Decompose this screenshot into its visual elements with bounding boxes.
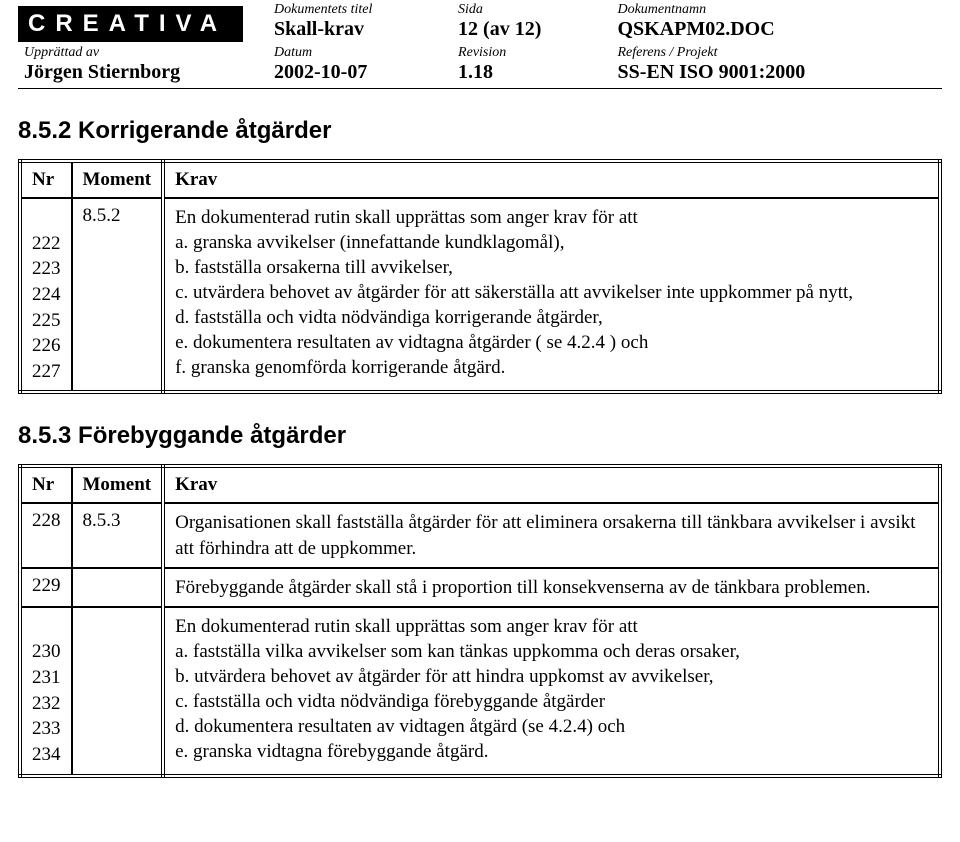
header-label-date: Datum xyxy=(274,45,444,61)
nr-blank xyxy=(32,614,61,640)
krav-intro: En dokumenterad rutin skall upprättas so… xyxy=(175,614,928,639)
moment-empty xyxy=(72,568,164,607)
krav-item: e. granska vidtagna förebyggande åtgärd. xyxy=(175,739,928,764)
moment-value: 8.5.2 xyxy=(72,198,164,392)
header-value-page: 12 (av 12) xyxy=(458,18,603,41)
krav-text: En dokumenterad rutin skall upprättas so… xyxy=(175,205,928,381)
table-row: 229 Förebyggande åtgärder skall stå i pr… xyxy=(20,568,940,607)
header-value-title: Skall-krav xyxy=(274,18,444,41)
krav-text: En dokumenterad rutin skall upprättas so… xyxy=(175,614,928,764)
document-page: CREATIVA Dokumentets titel Skall-krav Si… xyxy=(0,0,960,798)
moment-empty xyxy=(72,607,164,776)
krav-item: b. fastställa orsakerna till avvikelser, xyxy=(175,255,928,280)
document-header: CREATIVA Dokumentets titel Skall-krav Si… xyxy=(18,0,942,86)
section-title-852: 8.5.2 Korrigerande åtgärder xyxy=(18,117,942,145)
header-label-author: Upprättad av xyxy=(24,45,260,61)
krav-item: f. granska genomförda korrigerande åtgär… xyxy=(175,355,928,380)
nr-value: 229 xyxy=(20,568,72,607)
krav-item: e. dokumentera resultaten av vidtagna åt… xyxy=(175,330,928,355)
column-header-nr: Nr xyxy=(20,161,72,198)
nr-value: 226 xyxy=(32,333,61,359)
column-header-krav: Krav xyxy=(163,466,940,503)
nr-value: 230 xyxy=(32,639,61,665)
table-row: 230 231 232 233 234 En dokumenterad ruti… xyxy=(20,607,940,776)
nr-value: 225 xyxy=(32,308,61,334)
header-label-docname: Dokumentnamn xyxy=(617,2,934,18)
nr-value: 223 xyxy=(32,256,61,282)
requirements-table-853: Nr Moment Krav 228 8.5.3 Organisationen … xyxy=(18,464,942,777)
column-header-moment: Moment xyxy=(72,161,164,198)
nr-value: 228 xyxy=(20,503,72,567)
header-value-docname: QSKAPM02.DOC xyxy=(617,18,934,41)
krav-text: Organisationen skall fastställa åtgärder… xyxy=(163,503,940,567)
nr-value: 224 xyxy=(32,282,61,308)
column-header-moment: Moment xyxy=(72,466,164,503)
krav-item: d. dokumentera resultaten av vidtagen åt… xyxy=(175,714,928,739)
logo: CREATIVA xyxy=(18,6,243,42)
header-divider xyxy=(18,88,942,89)
nr-list: 222 223 224 225 226 227 xyxy=(32,205,61,384)
header-label-title: Dokumentets titel xyxy=(274,2,444,18)
header-value-author: Jörgen Stiernborg xyxy=(24,61,260,84)
nr-list: 230 231 232 233 234 xyxy=(32,614,61,768)
krav-item: b. utvärdera behovet av åtgärder för att… xyxy=(175,664,928,689)
nr-value: 233 xyxy=(32,716,61,742)
table-row: 222 223 224 225 226 227 8.5.2 En dokumen… xyxy=(20,198,940,392)
header-label-reference: Referens / Projekt xyxy=(617,45,934,61)
krav-item: c. fastställa och vidta nödvändiga föreb… xyxy=(175,689,928,714)
header-value-date: 2002-10-07 xyxy=(274,61,444,84)
header-value-reference: SS-EN ISO 9001:2000 xyxy=(617,61,934,84)
table-row: 228 8.5.3 Organisationen skall fastställ… xyxy=(20,503,940,567)
requirements-table-852: Nr Moment Krav 222 223 224 225 226 227 xyxy=(18,159,942,394)
column-header-nr: Nr xyxy=(20,466,72,503)
column-header-krav: Krav xyxy=(163,161,940,198)
header-value-revision: 1.18 xyxy=(458,61,603,84)
nr-value: 234 xyxy=(32,742,61,768)
nr-blank xyxy=(32,205,61,231)
nr-value: 227 xyxy=(32,359,61,385)
krav-item: d. fastställa och vidta nödvändiga korri… xyxy=(175,305,928,330)
header-label-revision: Revision xyxy=(458,45,603,61)
header-label-page: Sida xyxy=(458,2,603,18)
nr-value: 222 xyxy=(32,231,61,257)
krav-item: a. fastställa vilka avvikelser som kan t… xyxy=(175,639,928,664)
krav-text: Förebyggande åtgärder skall stå i propor… xyxy=(163,568,940,607)
krav-item: a. granska avvikelser (innefattande kund… xyxy=(175,230,928,255)
krav-item: c. utvärdera behovet av åtgärder för att… xyxy=(175,280,928,305)
moment-value: 8.5.3 xyxy=(72,503,164,567)
nr-value: 232 xyxy=(32,691,61,717)
section-title-853: 8.5.3 Förebyggande åtgärder xyxy=(18,422,942,450)
krav-intro: En dokumenterad rutin skall upprättas so… xyxy=(175,205,928,230)
nr-value: 231 xyxy=(32,665,61,691)
